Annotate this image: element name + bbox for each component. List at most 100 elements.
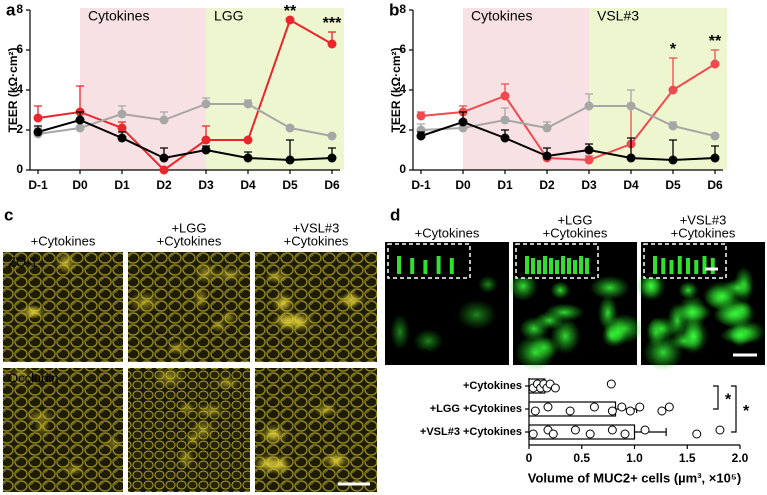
x-tick-label: 1.5: [679, 451, 696, 465]
inset-label: XZ: [392, 245, 407, 259]
data-point: [620, 429, 630, 439]
data-point: [327, 153, 337, 163]
inset-signal: [410, 258, 415, 274]
fluorescence: [719, 326, 760, 345]
data-point: [285, 123, 295, 133]
data-point: [589, 402, 599, 412]
y-tick-label: 0: [399, 162, 406, 176]
data-point: [548, 429, 558, 439]
x-tick-label: D5: [282, 178, 298, 192]
x-tick-label: D5: [665, 178, 681, 192]
x-axis-label: Volume of MUC2+ cells (µm³, ×10⁵): [528, 470, 741, 485]
fluorescence: [320, 453, 353, 468]
data-point: [416, 131, 426, 141]
data-point: [585, 429, 595, 439]
shaded-label: VSL#3: [597, 8, 639, 24]
fluorescence: [128, 291, 161, 314]
data-point: [327, 39, 337, 49]
fluorescence: [677, 294, 708, 331]
data-point: [668, 121, 678, 131]
column-header: +Cytokines: [31, 233, 96, 248]
fluorescence: [515, 334, 556, 371]
data-point: [75, 123, 85, 133]
data-point: [327, 131, 337, 141]
data-point: [285, 155, 295, 165]
x-tick-label: D2: [539, 178, 555, 192]
fluorescence: [413, 329, 444, 354]
series-line: [37, 118, 333, 162]
row-label: Occludin: [8, 370, 59, 385]
y-axis-label: TEER (kΩ·cm²): [389, 48, 403, 133]
data-point: [710, 153, 720, 163]
data-point: [542, 123, 552, 133]
fluorescence: [643, 334, 684, 371]
data-point: [33, 113, 43, 123]
x-tick-label: D-1: [411, 178, 431, 192]
column-header: +LGG: [171, 220, 206, 235]
data-point: [668, 155, 678, 165]
data-point: [584, 101, 594, 111]
x-tick-label: D0: [72, 178, 88, 192]
shaded-region: [589, 8, 727, 170]
shaded-region: [206, 8, 344, 170]
series-line: [420, 63, 716, 162]
inset-signal: [677, 256, 682, 274]
shaded-label: LGG: [214, 8, 244, 24]
panel-label: a: [6, 0, 16, 19]
inset-signal: [555, 260, 559, 274]
data-point: [584, 155, 594, 165]
x-tick-label: 0.5: [573, 451, 590, 465]
x-tick-label: 1.0: [626, 451, 643, 465]
y-tick-label: +LGG +Cytokines: [430, 403, 522, 415]
data-point: [710, 59, 720, 69]
fluorescence: [275, 296, 292, 311]
data-point: [159, 165, 169, 175]
x-tick-label: D4: [240, 178, 256, 192]
significance-label: *: [743, 403, 750, 420]
shaded-label: Cytokines: [88, 8, 149, 24]
data-point: [500, 91, 510, 101]
data-point: [117, 109, 127, 119]
inset-signal: [449, 258, 454, 274]
fluorescence: [215, 375, 240, 390]
data-point: [543, 402, 553, 412]
inset-signal: [423, 260, 428, 274]
inset-signal: [537, 260, 541, 274]
data-point: [201, 145, 211, 155]
fluorescence: [58, 251, 75, 274]
inset-signal: [702, 256, 707, 274]
fluorescence: [519, 316, 550, 341]
significance-label: ***: [323, 15, 342, 32]
x-tick-label: D3: [581, 178, 597, 192]
data-point: [692, 429, 702, 439]
fluorescence: [213, 267, 246, 282]
data-point: [458, 117, 468, 127]
fluorescence: [257, 423, 290, 446]
y-tick-label: +VSL#3 +Cytokines: [420, 426, 522, 438]
data-point: [715, 425, 725, 435]
data-point: [657, 406, 667, 416]
column-header: +LGG: [557, 212, 592, 227]
data-point: [550, 383, 560, 393]
fluorescence: [544, 303, 585, 322]
significance-bracket: [731, 385, 737, 433]
data-point: [570, 425, 580, 435]
content: Cytokines LGG a TEER (kΩ·cm²) 0 2 4 6 8 D-1 D0 D1 D2…: [3, 0, 766, 492]
y-axis-label: TEER (kΩ·cm²): [6, 48, 20, 133]
data-point: [201, 99, 211, 109]
x-tick-label: D2: [156, 178, 172, 192]
fluorescence: [166, 341, 191, 356]
y-tick-label: 8: [399, 2, 406, 16]
inset-signal: [661, 258, 666, 274]
data-point: [117, 123, 127, 133]
fluorescence: [193, 261, 218, 284]
data-point: [416, 111, 426, 121]
fluorescence: [192, 287, 209, 310]
data-point: [285, 15, 295, 25]
inset-signal: [567, 258, 571, 274]
column-header: +Cytokines: [671, 225, 736, 240]
y-tick-label: +Cytokines: [463, 380, 522, 392]
y-tick-label: 6: [16, 42, 23, 56]
series-line: [37, 103, 333, 137]
